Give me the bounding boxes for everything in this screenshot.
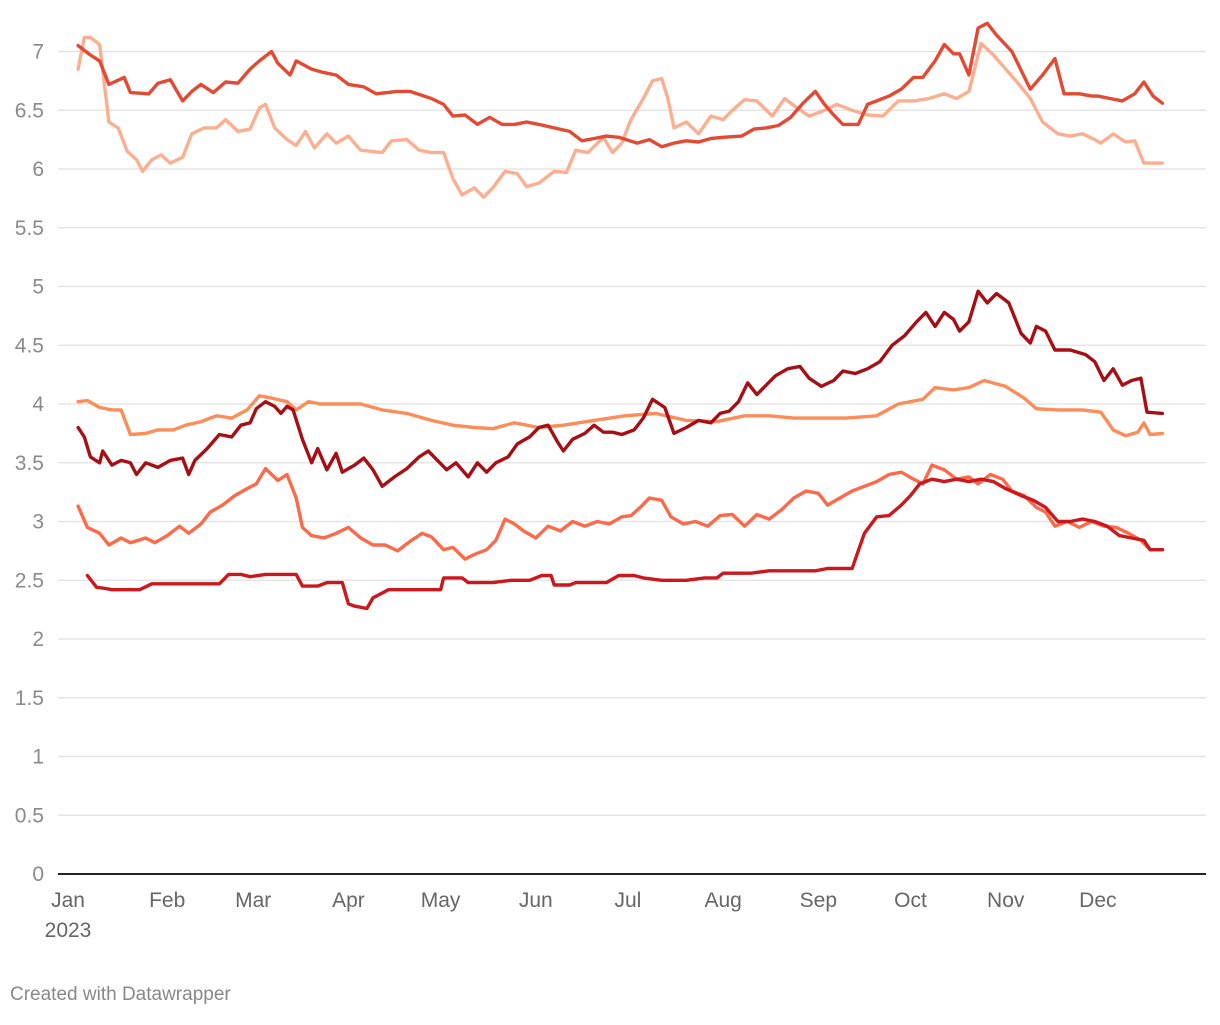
x-tick-label: Nov <box>987 889 1025 912</box>
y-tick-label: 2.5 <box>15 569 44 592</box>
series-line-6 <box>85 477 1165 611</box>
y-axis-tick-labels: 0 0.5 1 1.5 2 2.5 3 3.5 4 4.5 5 5.5 6 6.5 7 <box>15 41 45 887</box>
x-tick-label: Jul <box>614 889 641 912</box>
x-tick-label: Feb <box>149 889 185 912</box>
series-line-2 <box>76 21 1165 149</box>
series-line-1 <box>76 35 1165 199</box>
x-tick-label: Oct <box>894 889 927 912</box>
x-tick-sublabel: 2023 <box>45 919 92 942</box>
y-tick-label: 7 <box>32 41 44 64</box>
series-line-5 <box>76 463 1165 561</box>
series-lines <box>76 21 1165 611</box>
gridlines <box>58 50 1206 816</box>
y-tick-label: 4.5 <box>15 334 44 357</box>
x-tick-label: Jun <box>519 889 553 912</box>
y-tick-label: 4 <box>32 393 44 416</box>
x-tick-label: Sep <box>800 889 837 912</box>
y-tick-label: 0 <box>32 863 44 886</box>
y-tick-label: 2 <box>32 628 44 651</box>
y-tick-label: 6.5 <box>15 99 44 122</box>
x-tick-label: Aug <box>704 889 741 912</box>
y-tick-label: 3.5 <box>15 452 44 475</box>
x-tick-label: Apr <box>332 889 365 912</box>
x-tick-label: Mar <box>235 889 271 912</box>
x-tick-label: Jan <box>51 889 85 912</box>
y-tick-label: 5.5 <box>15 217 44 240</box>
y-tick-label: 5 <box>32 276 44 299</box>
series-line-3 <box>76 378 1165 438</box>
y-tick-label: 6 <box>32 158 44 181</box>
y-tick-label: 3 <box>32 511 44 534</box>
y-tick-label: 1 <box>32 746 44 769</box>
x-axis-tick-labels: Jan 2023 Feb Mar Apr May Jun Jul Aug Sep Oct Nov Dec <box>45 889 1117 942</box>
x-tick-label: Dec <box>1079 889 1116 912</box>
y-tick-label: 1.5 <box>15 687 44 710</box>
y-tick-label: 0.5 <box>15 804 44 827</box>
x-tick-label: May <box>421 889 461 912</box>
series-line-4 <box>76 289 1165 488</box>
footer-credit: Created with Datawrapper <box>10 984 231 1005</box>
